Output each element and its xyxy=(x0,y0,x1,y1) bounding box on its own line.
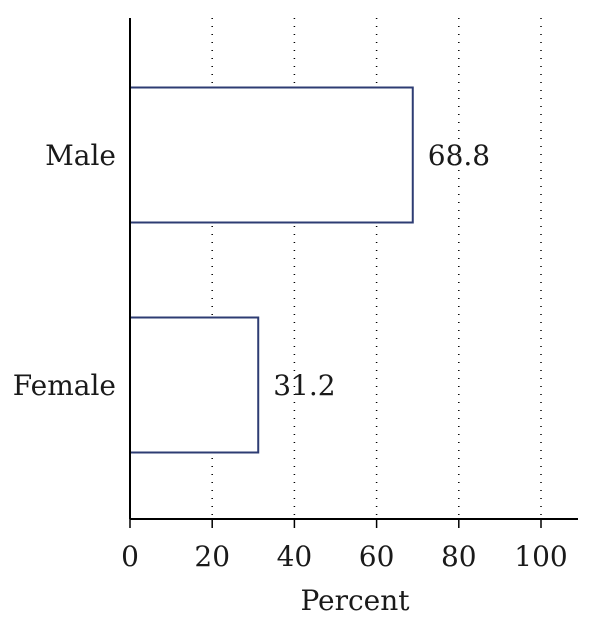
category-labels: Male Female xyxy=(13,139,116,402)
category-label-male: Male xyxy=(45,139,116,172)
x-tick-label: 20 xyxy=(194,540,230,573)
category-label-female: Female xyxy=(13,369,116,402)
x-axis-title: Percent xyxy=(300,584,410,617)
axes xyxy=(129,18,578,520)
x-tick-label: 80 xyxy=(441,540,477,573)
x-axis-ticks: 0 20 40 60 80 100 xyxy=(121,519,568,573)
value-label-male: 68.8 xyxy=(428,139,490,172)
value-label-female: 31.2 xyxy=(273,369,335,402)
bar-female xyxy=(129,316,260,454)
x-tick-label: 40 xyxy=(277,540,313,573)
value-labels: 68.8 31.2 xyxy=(273,139,490,402)
bar-male xyxy=(129,86,414,224)
x-tick-label: 100 xyxy=(514,540,567,573)
x-tick-label: 60 xyxy=(359,540,395,573)
bars xyxy=(129,86,414,454)
x-tick-label: 0 xyxy=(121,540,139,573)
